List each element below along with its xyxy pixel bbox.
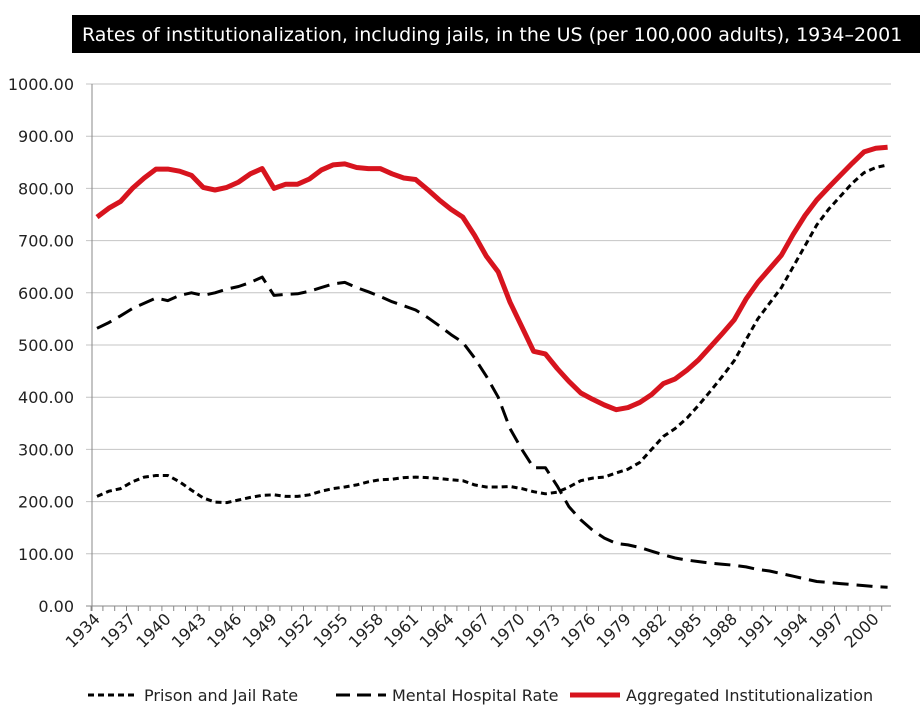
x-tick-label: 1973: [522, 609, 564, 651]
x-tick-label: 1970: [486, 609, 528, 651]
legend: Prison and Jail Rate Mental Hospital Rat…: [88, 686, 873, 705]
series-line-aggregated-institutionalization: [95, 144, 888, 413]
gridlines: [86, 83, 891, 607]
y-tick-label: 0.00: [38, 597, 74, 616]
x-tick-label: 1976: [557, 609, 599, 651]
y-tick-label: 800.00: [18, 179, 74, 198]
y-tick-label: 700.00: [18, 232, 74, 251]
x-tick-label: 1997: [805, 609, 847, 651]
x-tick-label: 1949: [239, 609, 281, 651]
legend-label-aggregated: Aggregated Institutionalization: [626, 686, 873, 705]
legend-label-mental: Mental Hospital Rate: [392, 686, 558, 705]
y-tick-label: 900.00: [18, 127, 74, 146]
x-tick-label: 1955: [309, 609, 351, 651]
x-tick-label: 1964: [416, 609, 458, 651]
x-tick-label: 1961: [380, 609, 422, 651]
x-tick-label: 1985: [663, 609, 705, 651]
y-tick-label: 100.00: [18, 545, 74, 564]
y-tick-label: 1000.00: [8, 75, 74, 94]
y-tick-label: 400.00: [18, 388, 74, 407]
y-tick-label: 300.00: [18, 440, 74, 459]
series-lines: [95, 144, 888, 589]
x-tick-label: 1967: [451, 609, 493, 651]
chart-title: Rates of institutionalization, including…: [82, 24, 902, 46]
x-tick-label: 1946: [203, 609, 245, 651]
x-tick-label: 1937: [97, 609, 139, 651]
x-tick-label: 1940: [132, 609, 174, 651]
y-tick-label: 500.00: [18, 336, 74, 355]
x-tick-label: 1982: [628, 609, 670, 651]
x-tick-label: 2000: [840, 609, 882, 651]
x-tick-label: 1952: [274, 609, 316, 651]
y-axis-ticks: 0.00 100.00 200.00 300.00 400.00 500.00 600.00…: [8, 75, 74, 616]
series-line-prison-and-jail-rate: [96, 163, 888, 505]
title-bar: [72, 15, 920, 53]
x-tick-label: 1994: [770, 609, 812, 651]
x-tick-label: 1991: [734, 609, 776, 651]
x-tick-label: 1979: [593, 609, 635, 651]
x-axis-ticks: 1934193719401943194619491952195519581961…: [62, 606, 883, 652]
x-tick-label: 1988: [699, 609, 741, 651]
legend-label-prison: Prison and Jail Rate: [144, 686, 298, 705]
y-tick-label: 200.00: [18, 493, 74, 512]
y-tick-label: 600.00: [18, 284, 74, 303]
series-line-mental-hospital-rate: [96, 275, 888, 589]
x-tick-label: 1958: [345, 609, 387, 651]
x-tick-label: 1943: [168, 609, 210, 651]
